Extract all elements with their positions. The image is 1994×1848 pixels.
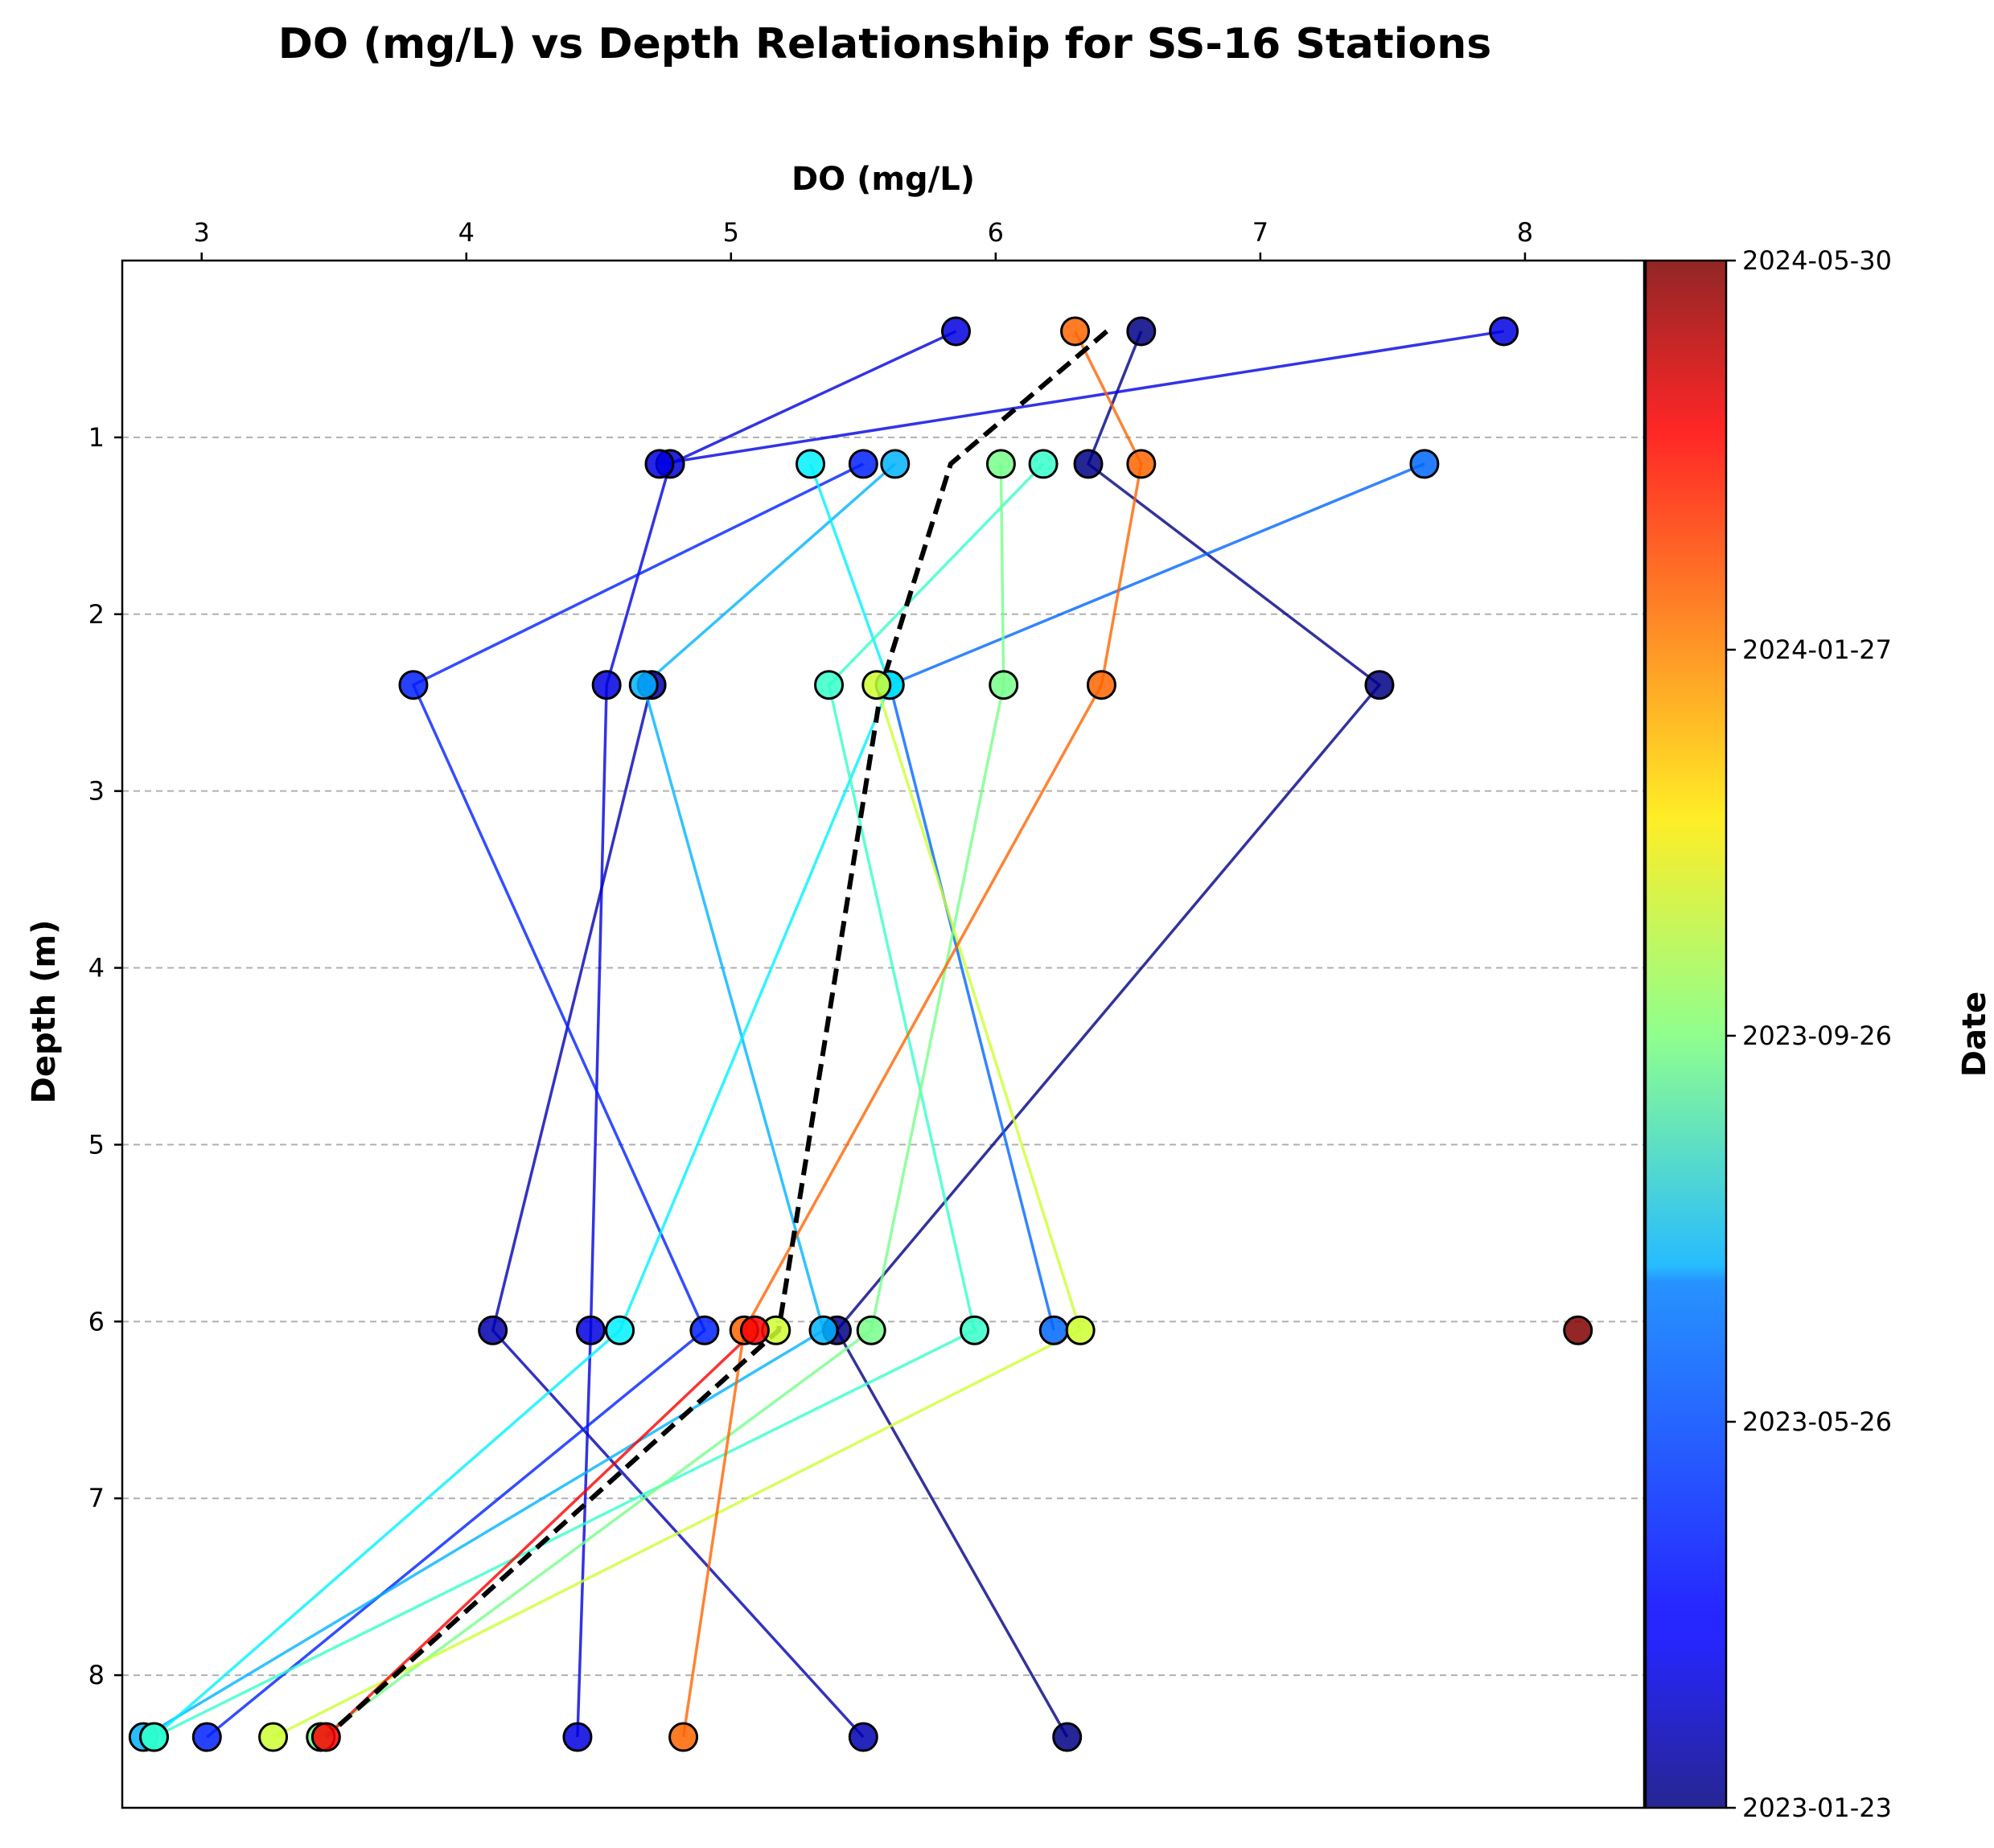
profile-line bbox=[491, 684, 865, 1739]
profile-lines bbox=[142, 330, 1504, 1739]
data-points bbox=[128, 316, 1593, 1752]
x-axis-label: DO (mg/L) bbox=[791, 161, 975, 198]
profile-line bbox=[835, 331, 1382, 1738]
data-point bbox=[191, 1722, 222, 1752]
data-point bbox=[605, 1315, 635, 1345]
data-point bbox=[478, 1315, 508, 1345]
data-point bbox=[138, 1722, 169, 1752]
data-point bbox=[644, 449, 675, 479]
data-point bbox=[628, 670, 659, 700]
data-point bbox=[1060, 316, 1091, 347]
y-tick-label: 8 bbox=[88, 1660, 105, 1690]
data-point bbox=[1126, 449, 1157, 479]
data-point bbox=[562, 1722, 593, 1752]
data-point bbox=[861, 670, 892, 700]
mean-profile-line bbox=[324, 329, 1108, 1739]
profile-line bbox=[206, 462, 865, 1739]
colorbar-tick-label: 2023-05-26 bbox=[1742, 1407, 1892, 1437]
data-point bbox=[739, 1315, 770, 1345]
colorbar-tick-label: 2023-01-23 bbox=[1742, 1793, 1892, 1823]
mean-profile bbox=[324, 329, 1108, 1739]
colorbar-tick-label: 2024-05-30 bbox=[1742, 245, 1892, 276]
data-point bbox=[1065, 1315, 1096, 1345]
y-axis-label: Depth (m) bbox=[26, 920, 63, 1104]
x-tick-label: 8 bbox=[1517, 217, 1533, 248]
profile-line bbox=[659, 330, 1504, 466]
data-point bbox=[985, 449, 1016, 479]
profile-line bbox=[272, 684, 1083, 1739]
colorbar-label: Date bbox=[1956, 992, 1993, 1077]
data-point bbox=[848, 449, 878, 479]
profile-line bbox=[153, 463, 892, 1739]
profile-line bbox=[576, 330, 957, 1738]
data-point bbox=[1052, 1722, 1083, 1752]
data-point bbox=[591, 670, 622, 700]
data-point bbox=[1028, 449, 1059, 479]
chart-title: DO (mg/L) vs Depth Relationship for SS-1… bbox=[278, 20, 1491, 68]
y-tick-label: 4 bbox=[88, 953, 105, 984]
data-point bbox=[689, 1315, 720, 1345]
data-point bbox=[575, 1315, 606, 1345]
colorbar-ticks: 2023-01-23 2023-05-26 2023-09-26 2024-01-27… bbox=[1726, 245, 1892, 1823]
data-point bbox=[1364, 670, 1395, 700]
data-point bbox=[960, 1315, 990, 1345]
x-tick-label: 6 bbox=[988, 217, 1004, 248]
y-tick-label: 5 bbox=[88, 1129, 105, 1160]
data-point bbox=[1073, 449, 1104, 479]
profile-line bbox=[153, 462, 1045, 1739]
x-tick-label: 3 bbox=[194, 217, 210, 248]
y-axis-ticks: 1 2 3 4 5 6 7 8 bbox=[88, 422, 122, 1690]
y-tick-label: 3 bbox=[88, 776, 105, 807]
data-point bbox=[856, 1315, 886, 1345]
gridlines bbox=[122, 436, 1644, 1677]
data-point bbox=[796, 449, 826, 479]
profile-line bbox=[142, 462, 896, 1739]
colorbar bbox=[1644, 259, 1728, 1809]
y-tick-label: 7 bbox=[88, 1483, 105, 1513]
profile-line bbox=[319, 463, 1005, 1739]
y-tick-label: 1 bbox=[88, 422, 105, 453]
data-point bbox=[808, 1315, 839, 1345]
data-point bbox=[1126, 316, 1157, 347]
plot-frame bbox=[121, 259, 1646, 1809]
y-tick-label: 6 bbox=[88, 1306, 105, 1337]
colorbar-tick-label: 2023-09-26 bbox=[1742, 1021, 1892, 1051]
data-point bbox=[1409, 449, 1440, 479]
data-point bbox=[880, 449, 911, 479]
data-point bbox=[258, 1722, 289, 1752]
x-axis-ticks: 3 4 5 6 7 8 bbox=[194, 217, 1533, 261]
data-point bbox=[1086, 670, 1116, 700]
y-tick-label: 2 bbox=[88, 599, 105, 630]
data-point bbox=[668, 1722, 699, 1752]
data-point bbox=[1563, 1315, 1593, 1345]
data-point bbox=[398, 670, 429, 700]
data-point bbox=[1038, 1315, 1069, 1345]
x-tick-label: 5 bbox=[723, 217, 739, 248]
data-point bbox=[940, 316, 971, 347]
profile-line bbox=[325, 1329, 756, 1739]
data-point bbox=[1489, 316, 1519, 347]
x-tick-label: 7 bbox=[1252, 217, 1268, 248]
data-point bbox=[310, 1722, 341, 1752]
x-tick-label: 4 bbox=[458, 217, 475, 248]
colorbar-tick-label: 2024-01-27 bbox=[1742, 634, 1892, 665]
data-point bbox=[848, 1722, 878, 1752]
profile-line bbox=[681, 331, 1143, 1738]
data-point bbox=[989, 670, 1019, 700]
profile-line bbox=[888, 462, 1425, 1331]
data-point bbox=[814, 670, 845, 700]
